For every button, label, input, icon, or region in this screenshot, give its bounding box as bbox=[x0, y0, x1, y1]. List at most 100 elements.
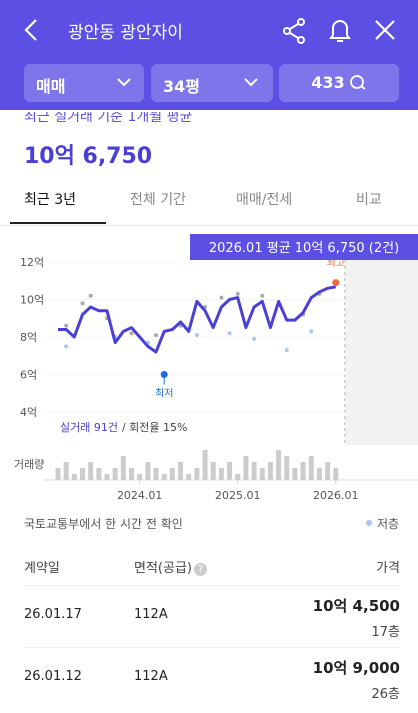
y-tick-label: 8억 bbox=[20, 331, 37, 344]
trade-dot bbox=[194, 333, 199, 338]
volume-bar bbox=[333, 468, 339, 480]
chevron bbox=[117, 78, 131, 87]
volume-bar bbox=[178, 462, 184, 480]
future-shade bbox=[344, 260, 418, 445]
dropdown-label: 34평 bbox=[163, 77, 200, 96]
volume-bar bbox=[71, 474, 77, 480]
alarm-button[interactable] bbox=[326, 17, 354, 45]
trade-count: 실거래 91건 bbox=[60, 421, 118, 434]
volume-bar bbox=[316, 468, 322, 480]
volume-bar bbox=[169, 468, 175, 480]
volume-bar bbox=[112, 468, 118, 480]
y-tick-label: 4억 bbox=[20, 406, 37, 419]
volume-bar bbox=[120, 456, 126, 480]
volume-bar bbox=[194, 468, 200, 480]
legend-swatch bbox=[366, 520, 372, 526]
column-header: 가격 bbox=[376, 561, 400, 576]
legend-label: 저층 bbox=[377, 517, 400, 531]
header bbox=[0, 0, 418, 110]
low-label: 최저 bbox=[155, 388, 173, 400]
volume-bar bbox=[137, 474, 143, 480]
trade-dot bbox=[309, 329, 314, 334]
volume-bar bbox=[153, 468, 159, 480]
y-tick-label: 12억 bbox=[20, 256, 44, 269]
volume-bar bbox=[202, 450, 208, 480]
tooltip-text: 2026.01 평균 10억 6,750 (2건) bbox=[209, 241, 399, 256]
column-header: 면적(공급)? bbox=[134, 557, 207, 576]
row-divider bbox=[24, 647, 400, 648]
low-point bbox=[160, 371, 168, 378]
floor: 17층 bbox=[371, 625, 400, 640]
y-tick-label: 10억 bbox=[20, 294, 44, 307]
row-divider bbox=[24, 585, 400, 586]
source-note: 국토교통부에서 한 시간 전 확인 bbox=[24, 517, 183, 531]
dropdown-label: 매매 bbox=[36, 77, 66, 96]
summary-caption: 최근 실거래 기준 1개월 평균 bbox=[24, 112, 193, 125]
area: 112A bbox=[134, 669, 168, 684]
x-tick-label: 2024.01 bbox=[117, 489, 163, 502]
trade-dot bbox=[80, 301, 85, 306]
volume-bar bbox=[235, 474, 241, 480]
volume-bar bbox=[80, 468, 86, 480]
chevron bbox=[244, 78, 258, 87]
back-button[interactable] bbox=[22, 18, 42, 42]
volume-bar bbox=[186, 474, 192, 480]
trade-dot bbox=[64, 323, 69, 328]
volume-bar bbox=[104, 474, 110, 480]
x-tick-label: 2025.01 bbox=[215, 489, 261, 502]
tab[interactable]: 전체 기간 bbox=[130, 192, 186, 208]
volume-bar bbox=[251, 462, 257, 480]
trade-dot bbox=[235, 291, 240, 296]
header-text: 면적(공급) bbox=[134, 561, 192, 576]
trade-dot bbox=[129, 331, 134, 336]
volume-bar bbox=[210, 462, 216, 480]
volume-bar bbox=[63, 462, 69, 480]
share-button[interactable] bbox=[282, 18, 306, 44]
legend-item: 저층 bbox=[366, 515, 399, 532]
trade-dot bbox=[284, 348, 289, 353]
page-title: 광안동 광안자이 bbox=[68, 23, 183, 43]
trade-dot bbox=[260, 293, 265, 298]
price: 10억 9,000 bbox=[312, 659, 400, 677]
tab-underline bbox=[10, 222, 106, 224]
help-icon[interactable]: ? bbox=[193, 563, 207, 576]
volume-bar bbox=[55, 468, 61, 480]
contract-date: 26.01.17 bbox=[24, 607, 82, 622]
volume-bar bbox=[96, 468, 102, 480]
floor: 26층 bbox=[371, 687, 400, 702]
chat-icon bbox=[349, 75, 366, 90]
contract-date: 26.01.12 bbox=[24, 669, 82, 684]
trade-stats: 실거래 91건 / 회전율 15% bbox=[60, 421, 188, 434]
trade-dot bbox=[154, 333, 159, 338]
comment-count: 433 bbox=[311, 73, 345, 92]
trade-dot bbox=[227, 331, 232, 336]
volume-bar bbox=[267, 462, 273, 480]
tab[interactable]: 비교 bbox=[356, 192, 382, 208]
trade-type-dropdown[interactable]: 매매 bbox=[24, 64, 144, 102]
volume-label: 거래량 bbox=[14, 458, 44, 471]
y-tick-label: 6억 bbox=[20, 369, 37, 382]
tab[interactable]: 매매/전세 bbox=[236, 192, 293, 208]
volume-bar bbox=[243, 456, 249, 480]
volume-bar bbox=[218, 468, 224, 480]
tooltip-box bbox=[190, 234, 418, 260]
volume-bar bbox=[325, 462, 331, 480]
trade-dot bbox=[64, 344, 69, 349]
price: 10억 4,500 bbox=[312, 597, 400, 615]
trade-dot bbox=[219, 295, 224, 300]
x-tick-label: 2026.01 bbox=[313, 489, 359, 502]
volume-bar bbox=[145, 462, 151, 480]
tab-active[interactable]: 최근 3년 bbox=[24, 192, 76, 208]
volume-bar bbox=[284, 456, 290, 480]
close-button[interactable] bbox=[374, 19, 396, 41]
trade-dot bbox=[88, 293, 93, 298]
comments-button[interactable]: 433 bbox=[279, 64, 399, 102]
volume-bar bbox=[308, 456, 314, 480]
column-header: 계약일 bbox=[24, 561, 60, 576]
volume-bar bbox=[292, 468, 298, 480]
area: 112A bbox=[134, 607, 168, 622]
volume-bar bbox=[276, 450, 282, 480]
